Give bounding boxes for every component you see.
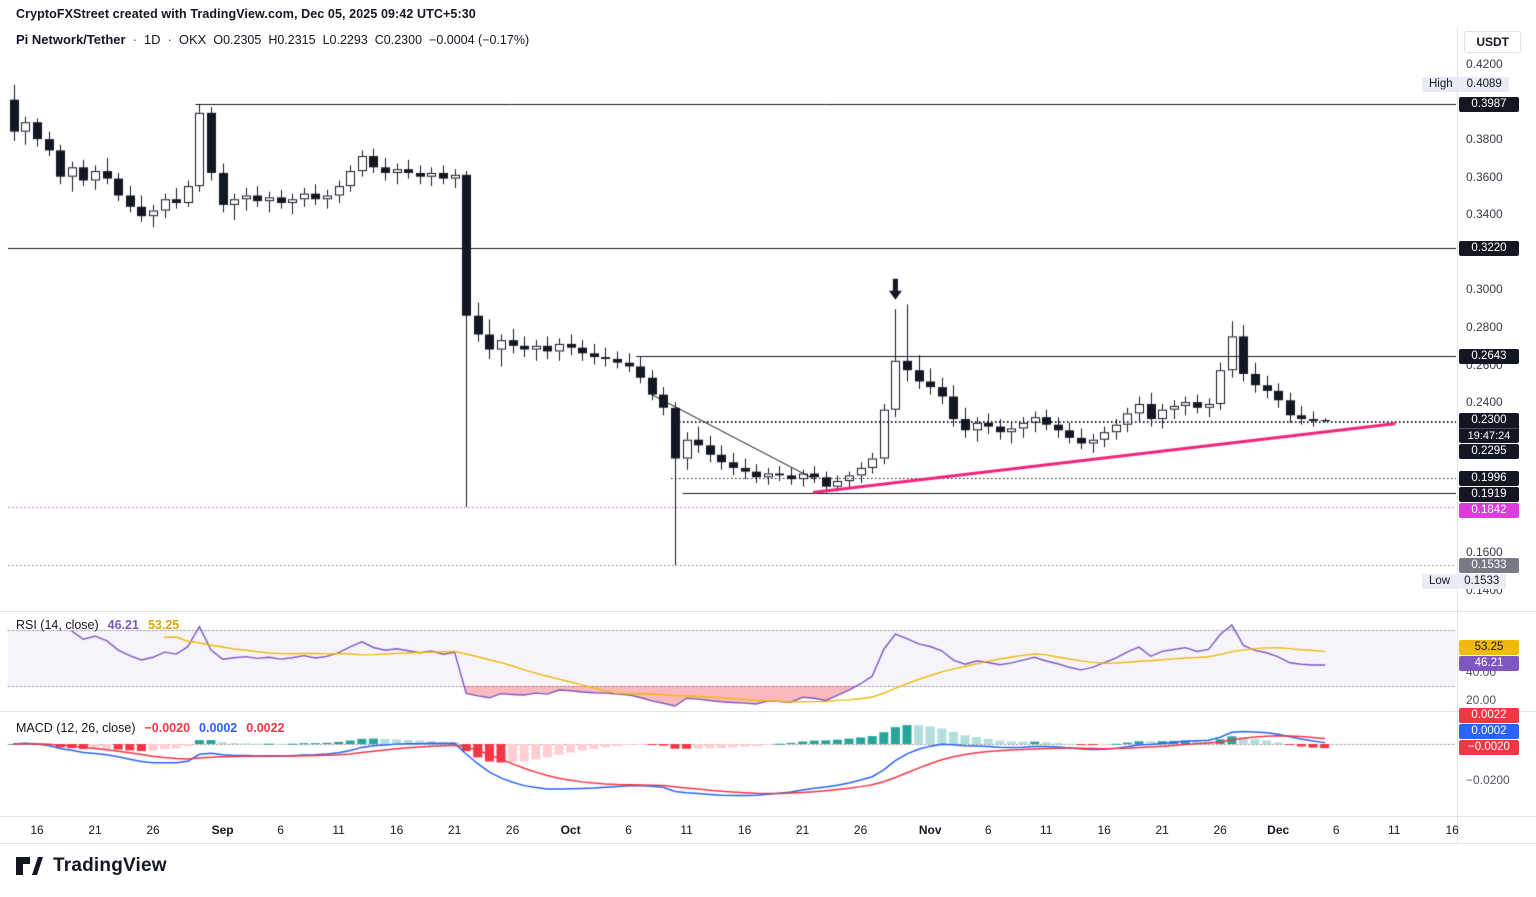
price-tick-label: 0.3600 [1466, 169, 1503, 184]
time-tick-label: 26 [505, 823, 520, 837]
macd-hist-value: −0.0020 [144, 721, 191, 735]
price-tick-label: 0.3400 [1466, 207, 1503, 222]
price-level-badge: 0.1996 [1459, 470, 1519, 486]
time-tick-label: 21 [1155, 823, 1169, 837]
price-tick-label: 0.4200 [1466, 57, 1503, 71]
rsi-tick-label: 20.00 [1466, 693, 1497, 707]
time-tick-label: 6 [1332, 823, 1340, 837]
tradingview-logo[interactable]: TradingView [14, 853, 167, 879]
macd-line-badge: 0.0002 [1459, 724, 1519, 740]
time-tick-label: 21 [447, 823, 462, 837]
price-tick-label: 0.3000 [1466, 282, 1503, 297]
tradingview-logo-text: TradingView [53, 855, 167, 876]
symbol-legend: Pi Network/Tether · 1D · OKX O0.2305 H0.… [16, 32, 529, 47]
time-tick-label: 21 [88, 823, 102, 837]
ohlc-high: H0.2315 [268, 32, 316, 47]
macd-hist-badge: −0.0020 [1459, 740, 1519, 756]
macd-legend: MACD (12, 26, close) −0.0020 0.0002 0.00… [16, 721, 285, 735]
bar-countdown: 19:47:24 [1459, 427, 1519, 443]
time-month-label: Dec [1267, 823, 1290, 837]
price-level-badge: 0.1842 [1459, 502, 1519, 518]
time-tick-label: 11 [680, 823, 693, 837]
panel-separator-rsi-macd[interactable] [0, 711, 1536, 712]
panel-separator-main-rsi[interactable] [0, 611, 1536, 612]
macd-tick-label: −0.0200 [1466, 773, 1510, 787]
price-tick-label: 0.2400 [1466, 395, 1503, 410]
low-marker-value: 0.1533 [1464, 574, 1500, 587]
ohlc-change: −0.0004 (−0.17%) [429, 32, 530, 47]
low-marker-label: Low [1429, 574, 1451, 587]
price-level-badge: 0.3987 [1459, 96, 1519, 112]
time-tick-label: 6 [625, 823, 632, 837]
price-axis[interactable]: 0.4200 0.3800 0.3600 0.3400 0.3000 0.2800 0.26… [1422, 0, 1536, 897]
time-tick-label: 11 [1039, 823, 1053, 837]
rsi-ma-badge: 53.25 [1459, 639, 1519, 655]
time-axis[interactable]: 16 21 26 Sep 6 11 16 21 26 Oct 6 11 16 21 26 Nov 6 11 16 21… [0, 818, 1536, 844]
time-tick-label: 16 [30, 823, 44, 837]
price-tick-label: 0.3800 [1466, 132, 1503, 147]
rsi-title[interactable]: RSI (14, close) [16, 618, 99, 632]
last-price-value: 0.2300 [1471, 413, 1507, 426]
macd-title[interactable]: MACD (12, 26, close) [16, 721, 136, 735]
rsi-value: 46.21 [107, 618, 139, 632]
credit-line: CryptoFXStreet created with TradingView.… [16, 7, 476, 21]
tradingview-logo-icon [16, 857, 43, 875]
high-marker-label: High [1429, 78, 1453, 91]
time-tick-label: 6 [984, 823, 992, 837]
rsi-legend: RSI (14, close) 46.21 53.25 [16, 618, 179, 632]
ohlc-close: C0.2300 [374, 32, 423, 47]
time-tick-label: 21 [795, 823, 810, 837]
macd-signal-value: 0.0022 [246, 721, 285, 735]
time-tick-label: 6 [277, 823, 284, 837]
time-month-label: Oct [560, 823, 581, 837]
time-tick-label: 26 [853, 823, 868, 837]
last-price-badge: 0.2300 19:47:24 [1459, 412, 1519, 443]
time-tick-label: 11 [1387, 823, 1401, 837]
macd-signal-badge: 0.0022 [1459, 708, 1519, 724]
time-tick-label: 16 [389, 823, 404, 837]
time-month-label: Sep [211, 823, 234, 837]
rsi-value-badge: 46.21 [1459, 655, 1519, 671]
time-tick-label: 16 [1097, 823, 1111, 837]
price-tick-label: 0.1600 [1466, 545, 1503, 560]
legend-separator-2: · [167, 32, 172, 47]
interval-label[interactable]: 1D [143, 32, 161, 47]
time-axis-separator [0, 816, 1536, 817]
price-level-badge: 0.1533 [1459, 557, 1519, 573]
price-level-badge: 0.2295 [1459, 443, 1519, 459]
high-marker-value: 0.4089 [1466, 78, 1502, 91]
ohlc-low: L0.2293 [322, 32, 368, 47]
macd-line-value: 0.0002 [199, 721, 238, 735]
time-tick-label: 26 [146, 823, 160, 837]
ohlc-open: O0.2305 [213, 32, 262, 47]
time-tick-label: 26 [1213, 823, 1227, 837]
high-marker-badge: High 0.4089 [1422, 77, 1509, 93]
price-level-badge: 0.1919 [1459, 486, 1519, 502]
legend-separator: · [132, 32, 137, 47]
time-tick-label: 16 [737, 823, 752, 837]
symbol-name[interactable]: Pi Network/Tether [16, 32, 126, 47]
rsi-ma-value: 53.25 [147, 618, 180, 632]
time-tick-label: 16 [1445, 823, 1459, 837]
exchange-label: OKX [178, 32, 207, 47]
time-month-label: Nov [918, 823, 942, 837]
chart-bottom-border [0, 843, 1536, 844]
price-level-badge: 0.3220 [1459, 240, 1519, 256]
low-marker-badge: Low 0.1533 [1422, 573, 1507, 589]
quote-currency-label[interactable]: USDT [1464, 31, 1521, 53]
price-axis-separator [1457, 28, 1458, 843]
price-tick-label: 0.2800 [1466, 320, 1503, 334]
time-tick-label: 11 [332, 823, 345, 837]
price-level-badge: 0.2643 [1459, 348, 1519, 364]
